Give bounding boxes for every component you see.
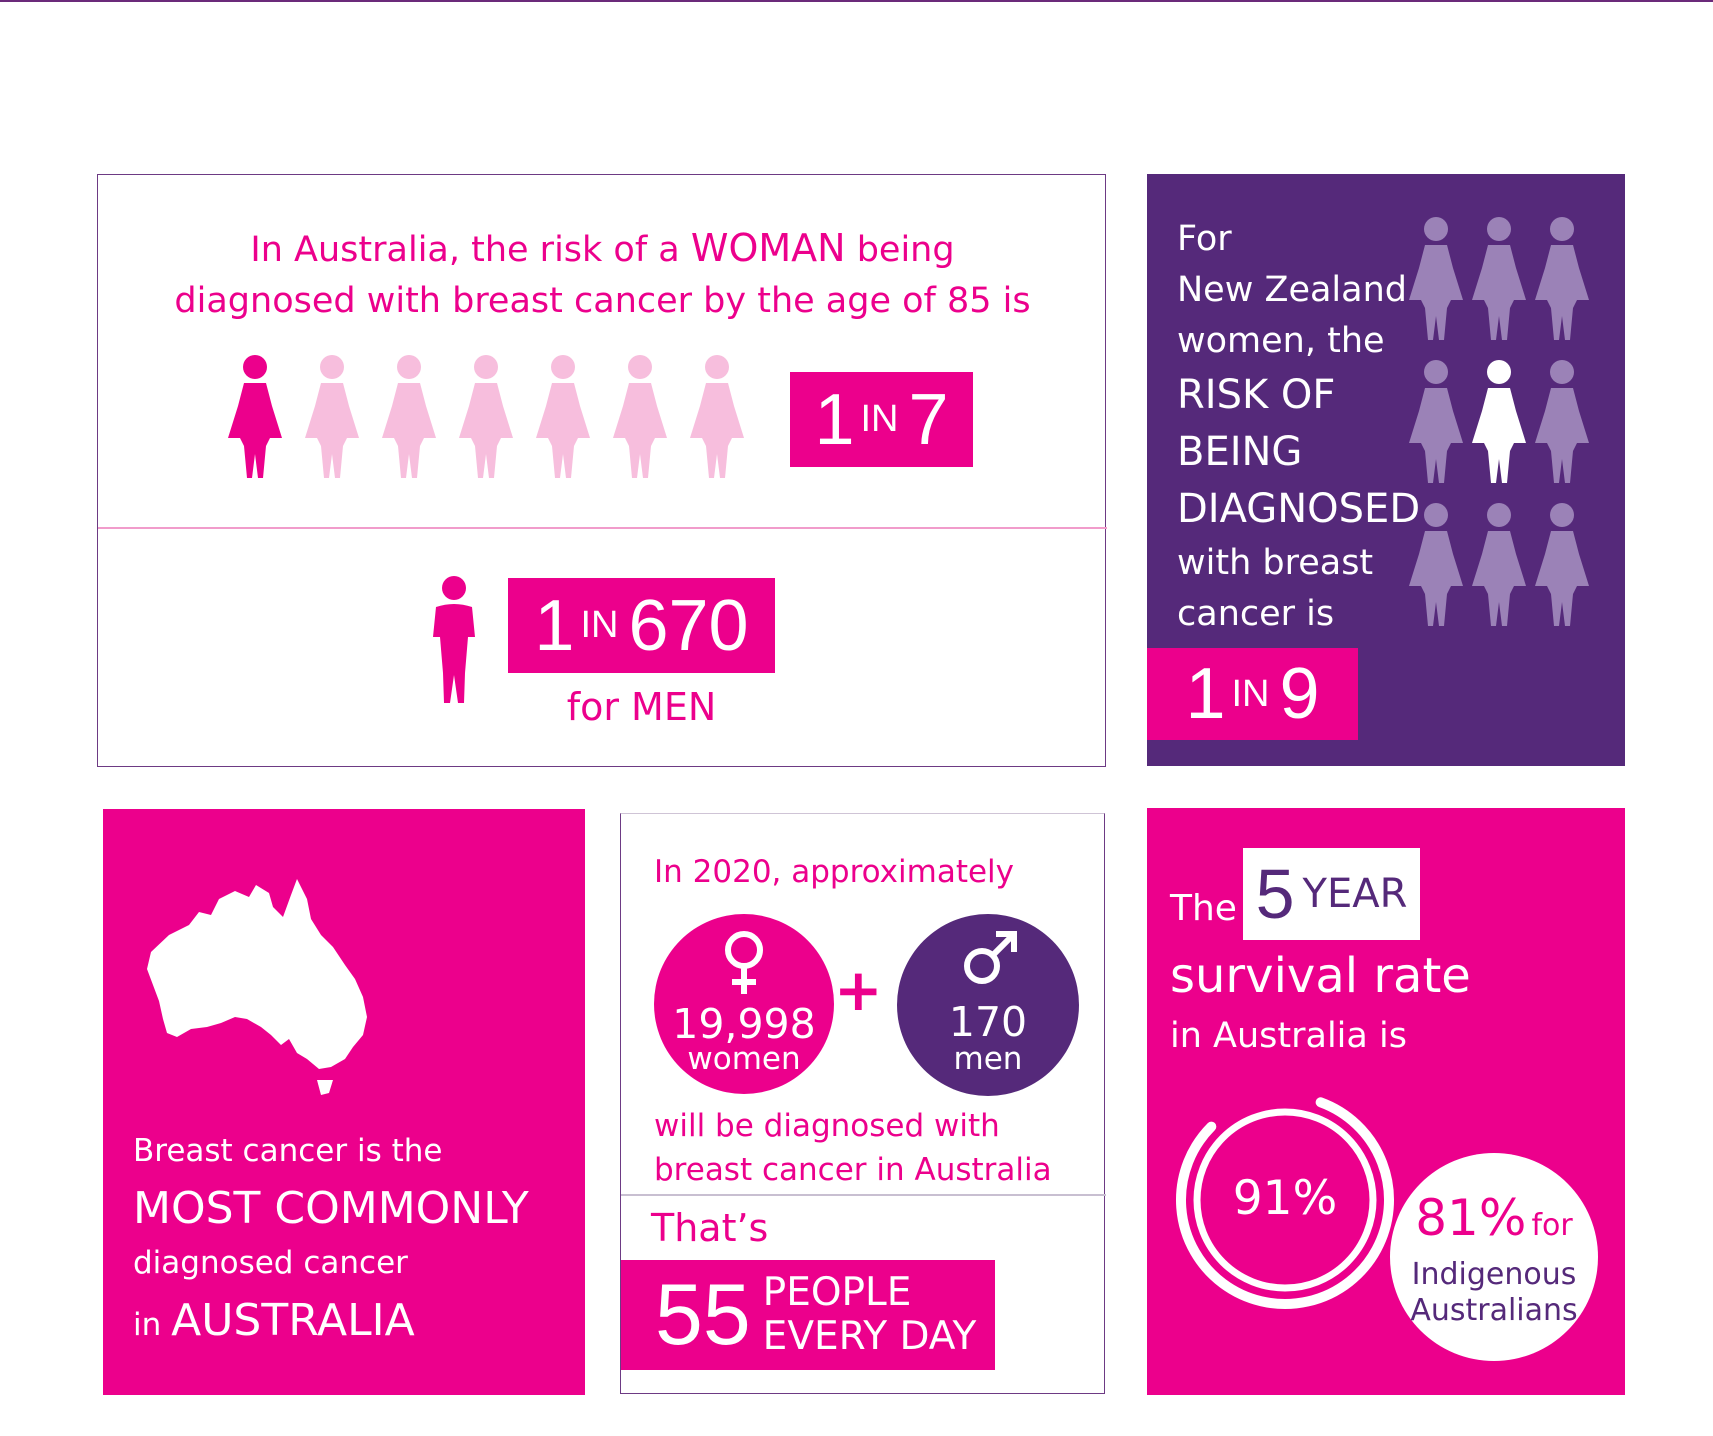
ratio-one: 1	[534, 585, 575, 666]
women-count: 19,998	[672, 1000, 816, 1048]
diagnosed-2020-panel: In 2020, approximately 19,998 women + 17…	[620, 813, 1106, 1394]
per-day-label: PEOPLE EVERY DAY	[763, 1271, 977, 1359]
men-count: 170	[948, 998, 1028, 1046]
nz-caps-line: RISK OF	[1177, 372, 1336, 418]
indigenous-line1: Indigenous	[1411, 1257, 1577, 1292]
woman-figure-icon	[536, 355, 590, 478]
woman-figure-icon	[459, 355, 513, 478]
plus-sign: +	[834, 956, 883, 1024]
indigenous-percent: 81%	[1415, 1189, 1527, 1247]
indigenous-headline: 81% for	[1390, 1189, 1598, 1247]
survival-ring-arc	[1176, 1097, 1394, 1309]
mc-line4: in AUSTRALIA	[133, 1295, 529, 1346]
woman-figure-icon	[305, 355, 359, 478]
intro-text: In 2020, approximately	[654, 854, 1015, 890]
nz-ratio-box: 1 IN 9	[1147, 648, 1358, 740]
men-label: for MEN	[566, 685, 717, 729]
thats-text: That’s	[651, 1206, 769, 1250]
ratio-one: 1	[1185, 654, 1226, 734]
year-label: YEAR	[1302, 871, 1408, 917]
woman-figure-icon	[228, 355, 282, 478]
heading-line2: diagnosed with breast cancer by the age …	[174, 281, 1031, 321]
panel-divider	[98, 527, 1107, 529]
woman-figure-icon	[1472, 360, 1526, 483]
man-figure-icon	[433, 576, 475, 703]
main-percent: 91%	[1232, 1171, 1338, 1226]
outro-line1: will be diagnosed with	[654, 1108, 1000, 1144]
woman-figure-icon	[1472, 503, 1526, 626]
top-rule	[0, 0, 1713, 2]
woman-figure-icon	[1535, 503, 1589, 626]
survival-panel: The 5 YEAR survival rate in Australia is…	[1147, 808, 1625, 1395]
female-symbol-icon	[725, 931, 763, 994]
nz-line: cancer is	[1177, 594, 1335, 634]
australia-risk-panel: In Australia, the risk of a WOMAN being …	[97, 174, 1107, 767]
most-common-text: Breast cancer is the MOST COMMONLY diagn…	[133, 1109, 529, 1346]
woman-figure-icon	[690, 355, 744, 478]
women-label: women	[687, 1041, 801, 1077]
nz-line: For	[1177, 219, 1232, 259]
indigenous-for: for	[1531, 1208, 1573, 1243]
men-ratio-box: 1 IN 670	[508, 578, 775, 673]
woman-figure-icon	[1535, 360, 1589, 483]
indigenous-label: Indigenous Australians	[1390, 1257, 1598, 1329]
nz-line: with breast	[1177, 543, 1374, 583]
woman-figure-icon	[382, 355, 436, 478]
women-circle: 19,998 women	[654, 914, 834, 1094]
heading-text: In Australia, the risk of a	[250, 230, 691, 270]
survival-line3: in Australia is	[1170, 1016, 1407, 1056]
australia-map-icon	[147, 879, 367, 1095]
per-day-number: 55	[655, 1266, 751, 1363]
australia-risk-heading: In Australia, the risk of a WOMAN being …	[98, 223, 1107, 327]
ratio-one: 1	[814, 379, 855, 460]
nz-caps-line: DIAGNOSED	[1177, 486, 1421, 532]
nz-caps-line: BEING	[1177, 429, 1303, 475]
nz-line: women, the	[1177, 321, 1385, 361]
panel-divider	[621, 1194, 1106, 1196]
ratio-in: IN	[580, 604, 619, 646]
ratio-n: 670	[628, 585, 749, 666]
per-day-box: 55 PEOPLE EVERY DAY	[621, 1260, 995, 1370]
most-common-panel: Breast cancer is the MOST COMMONLY diagn…	[103, 809, 585, 1395]
male-symbol-icon	[964, 931, 1017, 984]
men-label: men	[953, 1041, 1023, 1077]
heading-woman: WOMAN	[690, 226, 846, 270]
women-ratio-box: 1 IN 7	[790, 372, 973, 467]
nz-line: New Zealand	[1177, 270, 1407, 310]
men-circle: 170 men	[897, 914, 1079, 1096]
per-day-line2: EVERY DAY	[762, 1314, 977, 1359]
ratio-in: IN	[860, 398, 899, 440]
women-figures-row	[228, 355, 744, 478]
woman-figure-icon	[1535, 217, 1589, 340]
indigenous-circle: 81% for Indigenous Australians	[1390, 1153, 1598, 1361]
five-year-box: 5 YEAR	[1243, 848, 1420, 940]
mc-line1: Breast cancer is the	[133, 1133, 443, 1169]
heading-text-end: being	[845, 230, 955, 270]
nz-women-grid	[1409, 217, 1589, 626]
woman-figure-icon	[613, 355, 667, 478]
woman-figure-icon	[1472, 217, 1526, 340]
ratio-in: IN	[1231, 672, 1270, 715]
ratio-n: 9	[1279, 654, 1320, 734]
outro-line2: breast cancer in Australia	[654, 1152, 1052, 1188]
survival-the: The	[1170, 888, 1237, 929]
mc-line4-australia: AUSTRALIA	[171, 1295, 415, 1346]
survival-ring-chart	[1176, 1097, 1394, 1309]
woman-figure-icon	[1409, 217, 1463, 340]
woman-figure-icon	[1409, 503, 1463, 626]
survival-line2: survival rate	[1170, 948, 1471, 1004]
mc-line4-pre: in	[133, 1307, 172, 1343]
mc-line3: diagnosed cancer	[133, 1245, 408, 1281]
five-number: 5	[1255, 855, 1295, 933]
indigenous-line2: Australians	[1410, 1293, 1578, 1328]
ratio-n: 7	[908, 379, 949, 460]
nz-risk-text: For New Zealand women, the RISK OF BEING…	[1177, 214, 1420, 640]
mc-line2: MOST COMMONLY	[133, 1183, 529, 1234]
per-day-line1: PEOPLE	[762, 1270, 912, 1315]
nz-risk-panel: For New Zealand women, the RISK OF BEING…	[1147, 174, 1625, 766]
outro-text: will be diagnosed with breast cancer in …	[654, 1104, 1052, 1192]
woman-figure-icon	[1409, 360, 1463, 483]
